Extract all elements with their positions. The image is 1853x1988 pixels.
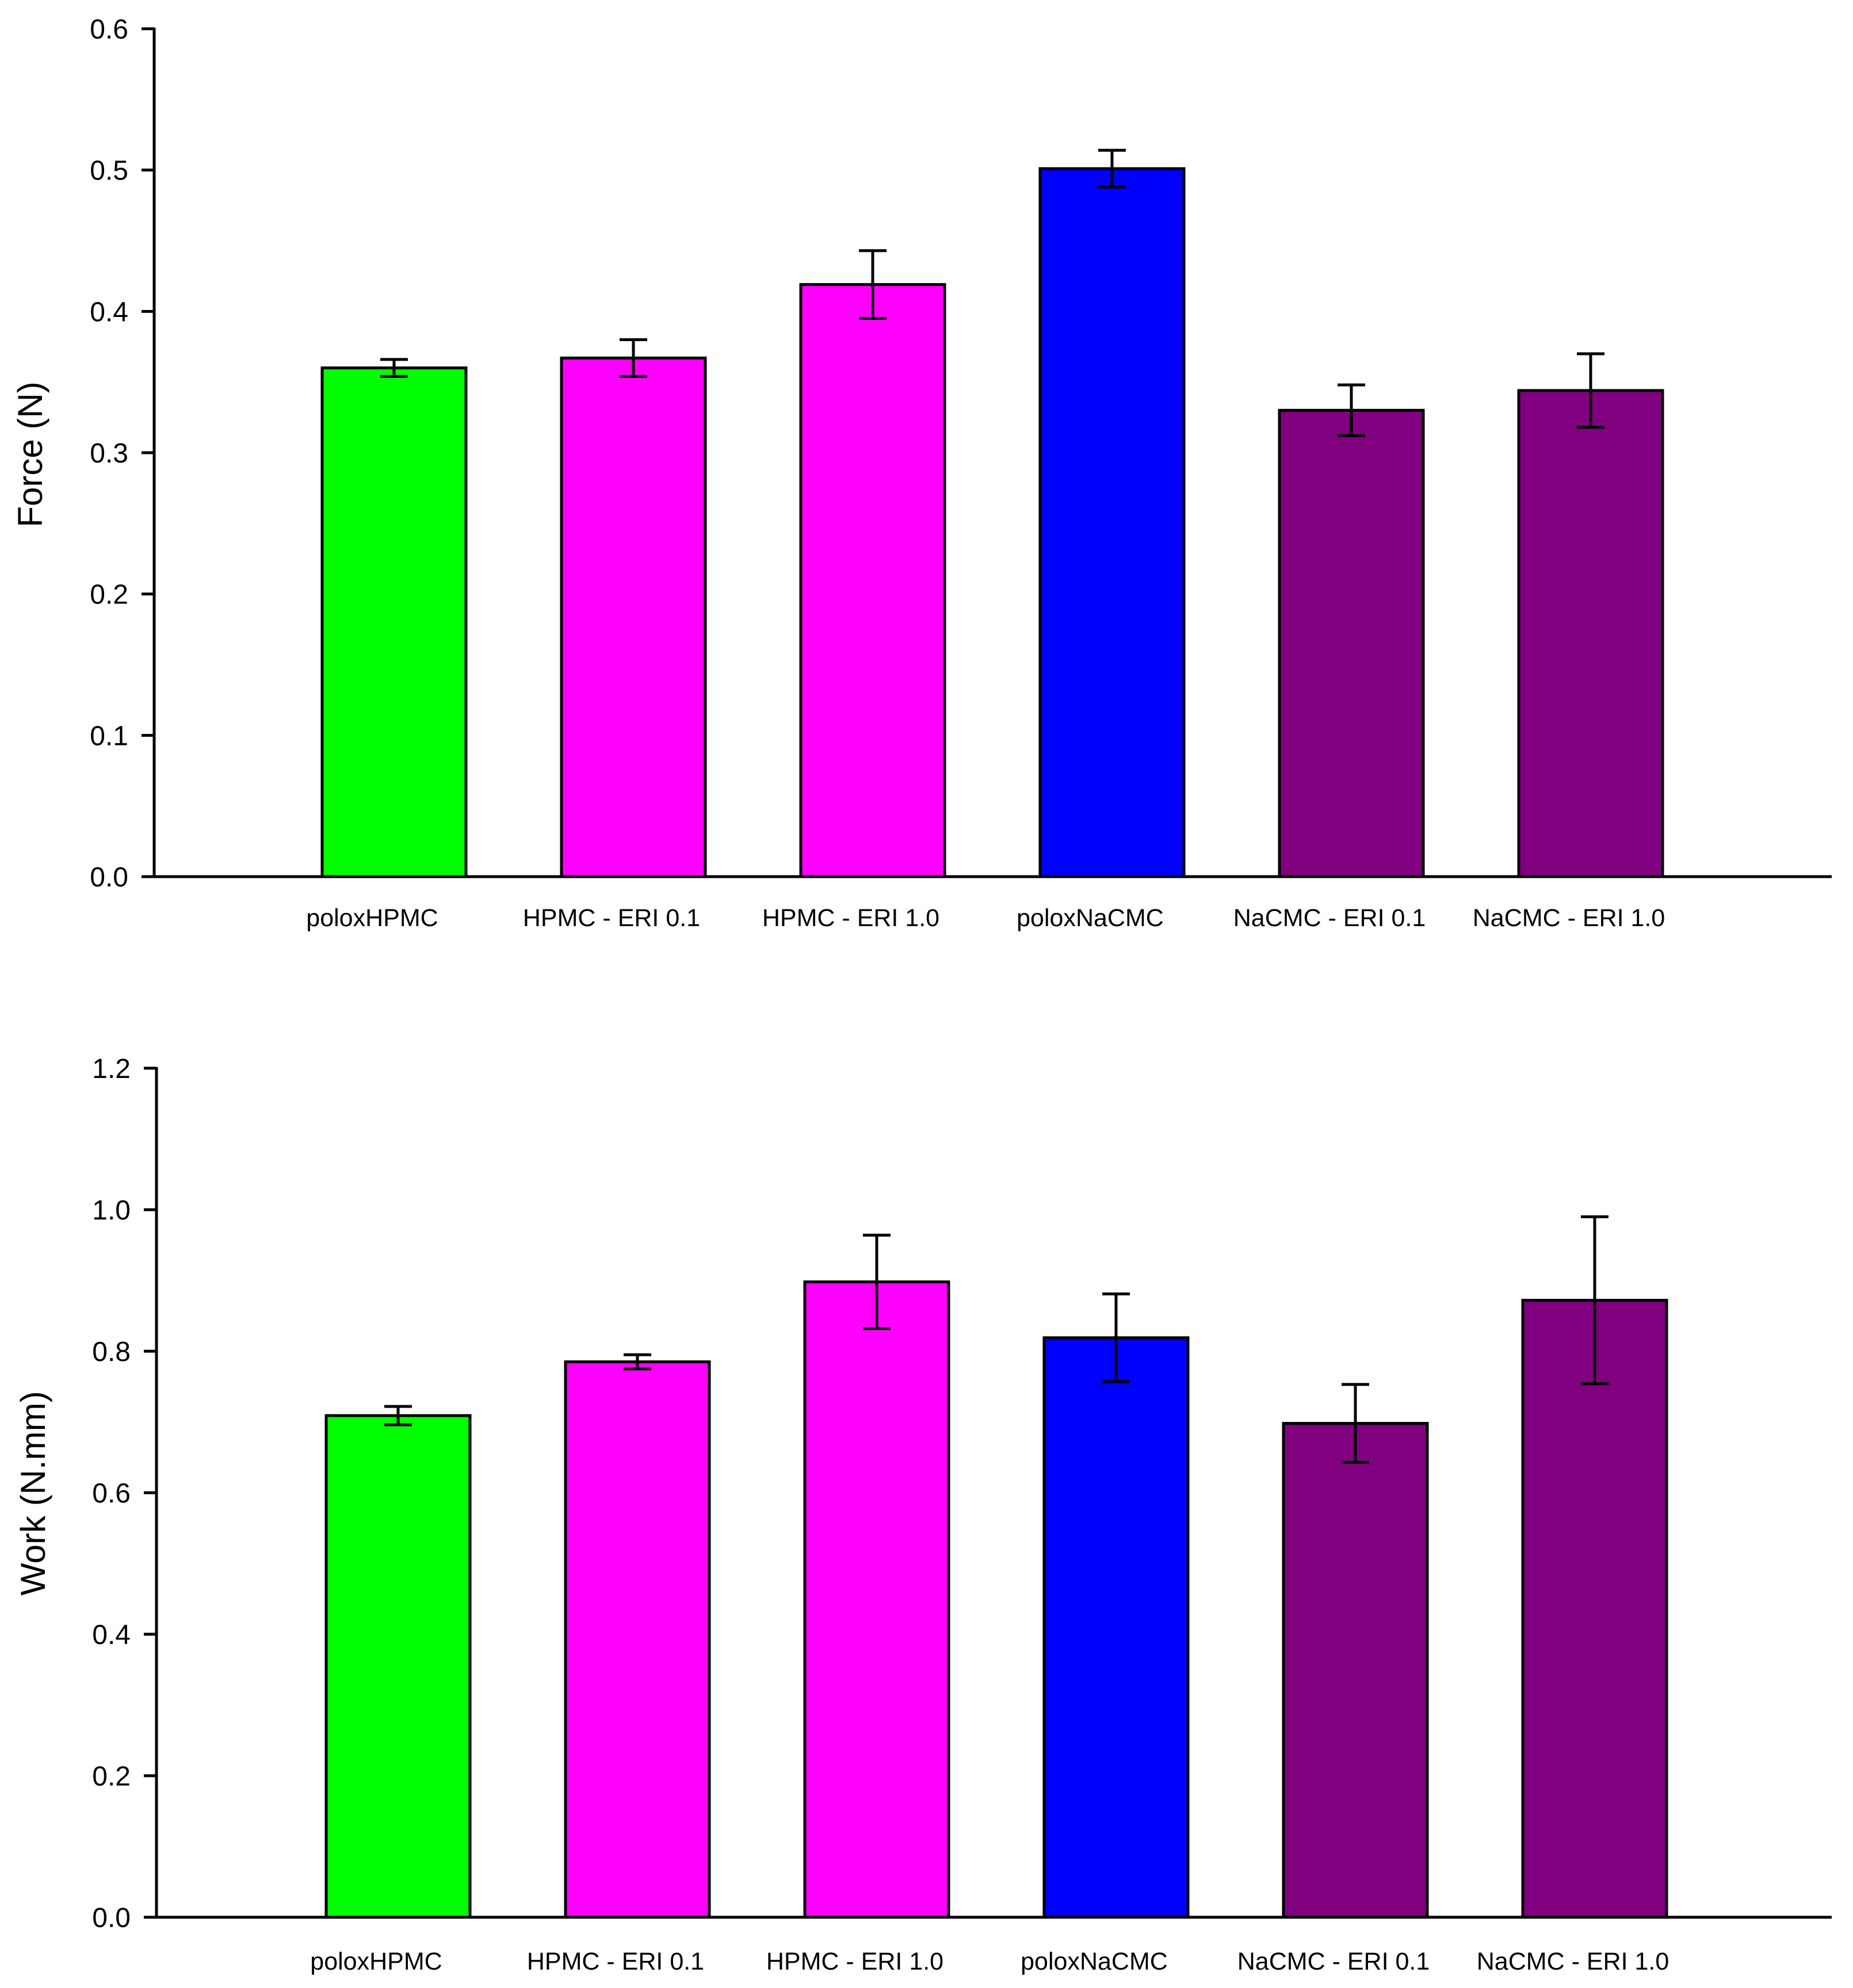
work-error-bar [1581, 1215, 1609, 1386]
work-y-tick-label: 0.4 [92, 1620, 131, 1650]
force-error-bar [1577, 352, 1604, 429]
work-error-bar [1102, 1292, 1130, 1383]
force-y-tick-label: 0.6 [90, 14, 128, 45]
force-error-bar [380, 358, 408, 378]
force-chart: Force (N) 0.0 0.1 0.2 0.3 0.4 0.5 0.6 poloxHPMC… [11, 14, 1832, 932]
work-category-label: poloxHPMC [310, 1948, 442, 1975]
work-bar [1521, 1298, 1668, 1919]
force-y-tick-label: 0.1 [90, 721, 128, 751]
work-category-label: poloxNaCMC [1021, 1948, 1168, 1975]
force-error-bar [1098, 148, 1126, 189]
force-y-axis-title: Force (N) [11, 381, 49, 527]
force-error-bar [620, 338, 647, 378]
work-y-tick-label: 1.2 [92, 1054, 131, 1084]
force-category-label: poloxHPMC [306, 904, 438, 932]
work-error-bar [863, 1233, 891, 1331]
work-chart: Work (N.mm) 0.0 0.2 0.4 0.6 0.8 1.0 1.2 poloxHP… [14, 1054, 1832, 1975]
force-y-tick-label: 0.0 [90, 862, 128, 893]
force-y-tick-label: 0.3 [90, 438, 128, 469]
work-y-tick-label: 0.0 [92, 1903, 131, 1933]
work-y-axis-title: Work (N.mm) [14, 1391, 52, 1596]
work-error-bar [624, 1353, 651, 1371]
force-y-tick-label: 0.4 [90, 297, 128, 327]
force-category-label: NaCMC - ERI 0.1 [1233, 904, 1426, 932]
work-bar [1282, 1421, 1429, 1919]
work-error-bar [384, 1405, 412, 1427]
work-y-tick-label: 0.2 [92, 1761, 131, 1792]
force-bar [799, 283, 946, 878]
work-bar [564, 1360, 711, 1919]
force-category-label: NaCMC - ERI 1.0 [1473, 904, 1665, 932]
work-bar [803, 1280, 950, 1919]
work-category-label: NaCMC - ERI 1.0 [1477, 1948, 1669, 1975]
force-bar [560, 356, 707, 878]
force-error-bar [1338, 383, 1365, 438]
force-plot-area: 0.0 0.1 0.2 0.3 0.4 0.5 0.6 poloxHPMC HPMC - ERI… [90, 14, 1832, 932]
work-plot-area: 0.0 0.2 0.4 0.6 0.8 1.0 1.2 poloxHPMC HPMC - ERI… [92, 1054, 1832, 1975]
force-y-tick-label: 0.5 [90, 156, 128, 186]
force-bar [320, 366, 468, 878]
force-category-label: poloxNaCMC [1017, 904, 1164, 932]
force-category-label: HPMC - ERI 0.1 [523, 904, 700, 932]
work-bar [1042, 1336, 1190, 1919]
force-category-label: HPMC - ERI 1.0 [762, 904, 939, 932]
force-y-tick-label: 0.2 [90, 580, 128, 610]
force-bar [1517, 389, 1664, 878]
work-category-label: NaCMC - ERI 0.1 [1237, 1948, 1430, 1975]
work-y-tick-label: 1.0 [92, 1195, 131, 1226]
work-y-tick-label: 0.8 [92, 1337, 131, 1367]
force-bar [1278, 408, 1425, 878]
force-bar [1038, 167, 1186, 878]
force-error-bar [859, 249, 887, 320]
work-error-bar [1342, 1383, 1369, 1464]
work-bar [324, 1414, 472, 1919]
work-category-label: HPMC - ERI 0.1 [527, 1948, 704, 1975]
work-category-label: HPMC - ERI 1.0 [766, 1948, 943, 1975]
work-y-tick-label: 0.6 [92, 1478, 131, 1509]
